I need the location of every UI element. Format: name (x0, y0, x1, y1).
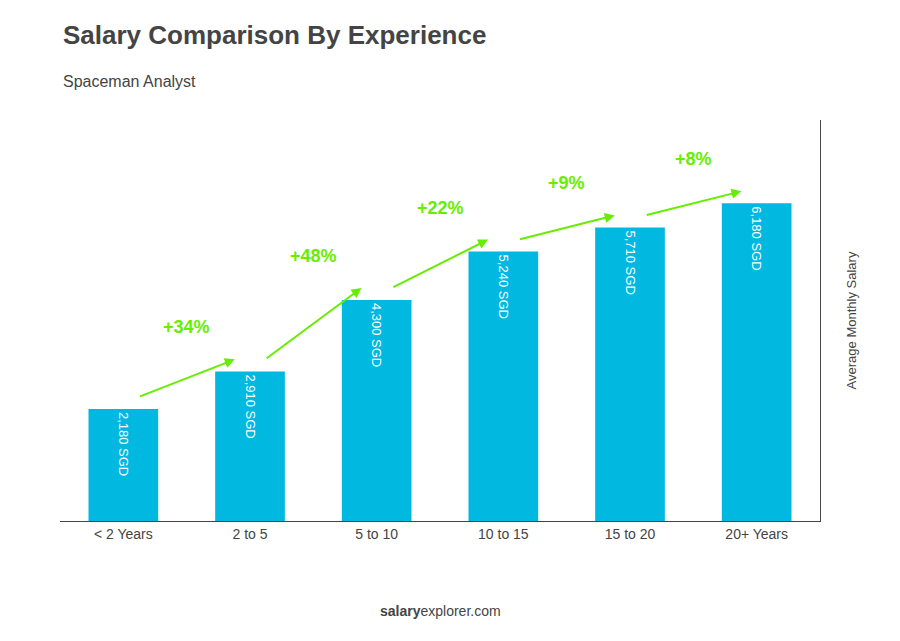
svg-text:2,910 SGD: 2,910 SGD (243, 374, 258, 438)
svg-text:+34%: +34% (163, 317, 210, 337)
svg-text:2,180 SGD: 2,180 SGD (116, 412, 131, 476)
svg-text:10 to 15: 10 to 15 (478, 526, 529, 542)
svg-text:Average Monthly Salary: Average Monthly Salary (844, 251, 859, 389)
svg-text:+22%: +22% (417, 198, 464, 218)
svg-text:+48%: +48% (290, 246, 337, 266)
svg-text:5,240 SGD: 5,240 SGD (496, 255, 511, 319)
svg-text:Spaceman Analyst: Spaceman Analyst (63, 73, 196, 90)
svg-text:+8%: +8% (675, 149, 712, 169)
svg-text:2 to 5: 2 to 5 (232, 526, 267, 542)
svg-text:15 to 20: 15 to 20 (605, 526, 656, 542)
svg-text:6,180 SGD: 6,180 SGD (749, 206, 764, 270)
svg-text:5 to 10: 5 to 10 (355, 526, 398, 542)
svg-text:< 2 Years: < 2 Years (94, 526, 153, 542)
svg-text:4,300 SGD: 4,300 SGD (369, 303, 384, 367)
svg-text:+9%: +9% (548, 173, 585, 193)
svg-text:salaryexplorer.com: salaryexplorer.com (380, 603, 501, 619)
svg-text:5,710 SGD: 5,710 SGD (623, 230, 638, 294)
svg-text:20+ Years: 20+ Years (725, 526, 788, 542)
svg-text:Salary Comparison By Experienc: Salary Comparison By Experience (63, 20, 486, 50)
